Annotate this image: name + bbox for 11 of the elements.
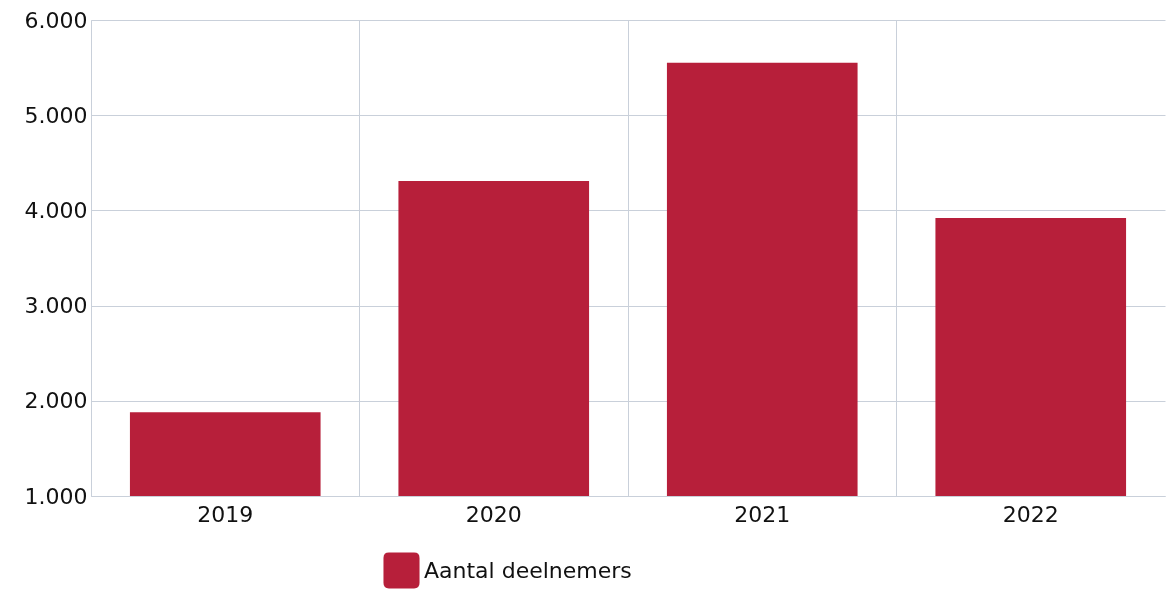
x-tick-label: 2020 <box>465 501 522 527</box>
y-tick-label: 2.000 <box>24 388 88 414</box>
y-tick-label: 6.000 <box>24 7 88 33</box>
x-tick-label: 2019 <box>197 501 254 527</box>
legend-label: Aantal deelnemers <box>424 557 632 583</box>
y-tick-label: 1.000 <box>24 483 88 509</box>
y-tick-label: 3.000 <box>24 293 88 319</box>
x-tick-label: 2022 <box>1002 501 1059 527</box>
x-tick-label: 2021 <box>734 501 791 527</box>
y-tick-label: 4.000 <box>24 197 88 223</box>
y-tick-label: 5.000 <box>24 102 88 128</box>
